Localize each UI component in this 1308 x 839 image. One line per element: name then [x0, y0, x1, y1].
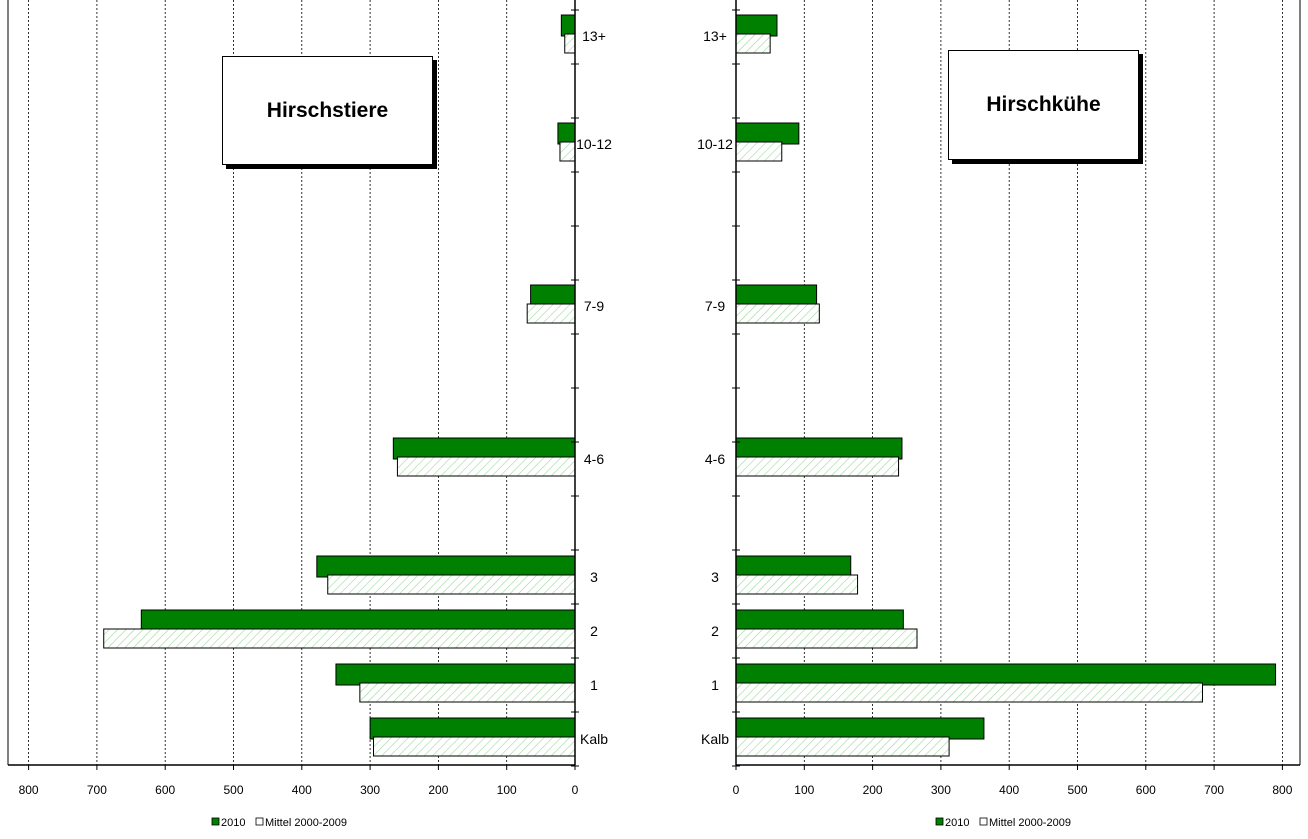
left-chart: Kalb 1 2 3 4-6 7-9 10-12 13+ 800 700 600 500 400 300 2… [7, 0, 612, 829]
x-tick-label: 200 [428, 783, 448, 797]
x-tick-label: 800 [19, 783, 39, 797]
bar-2010-13+ [735, 14, 778, 37]
bar-mittel-13+ [735, 33, 771, 54]
right-chart: Kalb 1 2 3 4-6 7-9 10-12 13+ 0 100 200 300 400 500 600… [697, 0, 1301, 829]
legend-label: Mittel 2000-2009 [265, 817, 347, 829]
bar-2010-2 [140, 609, 576, 632]
category-label: 3 [711, 569, 719, 585]
x-tick-label: 600 [155, 783, 175, 797]
x-tick-label: 400 [292, 783, 312, 797]
x-tick-label: 700 [87, 783, 107, 797]
bar-2010-4-6 [735, 437, 903, 460]
legend-swatch [935, 817, 944, 826]
category-label: Kalb [580, 731, 608, 747]
bar-2010-3 [735, 555, 852, 578]
category-label: 1 [590, 677, 598, 693]
category-label: 10-12 [576, 136, 612, 152]
category-label: 2 [590, 623, 598, 639]
bar-2010-13+ [560, 14, 576, 37]
legend-swatch [211, 817, 220, 826]
x-tick-label: 0 [733, 783, 740, 797]
bar-mittel-4-6 [396, 456, 576, 477]
x-tick-label: 300 [931, 783, 951, 797]
category-label: 13+ [582, 28, 606, 44]
bar-mittel-Kalb [373, 736, 576, 757]
bar-mittel-13+ [564, 33, 576, 54]
bar-2010-3 [316, 555, 576, 578]
legend-swatch [255, 817, 264, 826]
legend-swatch [979, 817, 988, 826]
category-label: 10-12 [697, 136, 733, 152]
category-label: 4-6 [705, 451, 725, 467]
bar-mittel-7-9 [735, 303, 820, 324]
x-tick-label: 400 [999, 783, 1019, 797]
bar-2010-4-6 [392, 437, 576, 460]
bar-2010-Kalb [735, 717, 985, 740]
category-label: 4-6 [584, 451, 604, 467]
x-tick-label: 200 [863, 783, 883, 797]
bar-2010-7-9 [735, 284, 818, 307]
bar-mittel-7-9 [526, 303, 576, 324]
x-tick-label: 100 [794, 783, 814, 797]
bar-2010-10-12 [735, 122, 800, 145]
right-chart-title: Hirschkühe [948, 50, 1139, 160]
bar-mittel-1 [735, 682, 1203, 703]
legend-label: 2010 [221, 817, 245, 829]
category-label: 13+ [703, 28, 727, 44]
x-tick-label: 500 [1067, 783, 1087, 797]
bar-2010-7-9 [530, 284, 576, 307]
category-label: 2 [711, 623, 719, 639]
category-label: 7-9 [584, 298, 604, 314]
bar-2010-1 [735, 663, 1277, 686]
bar-mittel-3 [327, 574, 576, 595]
left-chart-title: Hirschstiere [222, 56, 433, 165]
bar-mittel-3 [735, 574, 859, 595]
legend-label: 2010 [945, 817, 969, 829]
bar-2010-Kalb [369, 717, 576, 740]
x-tick-label: 700 [1204, 783, 1224, 797]
bar-2010-2 [735, 609, 904, 632]
bar-mittel-4-6 [735, 456, 900, 477]
legend-label: Mittel 2000-2009 [989, 817, 1071, 829]
category-label: 1 [711, 677, 719, 693]
bar-mittel-Kalb [735, 736, 950, 757]
x-tick-label: 600 [1136, 783, 1156, 797]
bar-mittel-2 [103, 628, 576, 649]
category-label: Kalb [701, 731, 729, 747]
bar-mittel-10-12 [559, 141, 576, 162]
x-tick-label: 800 [1272, 783, 1292, 797]
bar-2010-10-12 [557, 122, 576, 145]
category-label: 7-9 [705, 298, 725, 314]
bar-mittel-10-12 [735, 141, 783, 162]
x-tick-label: 300 [360, 783, 380, 797]
x-tick-label: 100 [497, 783, 517, 797]
bar-mittel-2 [735, 628, 918, 649]
bar-mittel-1 [359, 682, 576, 703]
x-tick-label: 0 [572, 783, 579, 797]
bar-2010-1 [335, 663, 576, 686]
category-label: 3 [590, 569, 598, 585]
x-tick-label: 500 [223, 783, 243, 797]
